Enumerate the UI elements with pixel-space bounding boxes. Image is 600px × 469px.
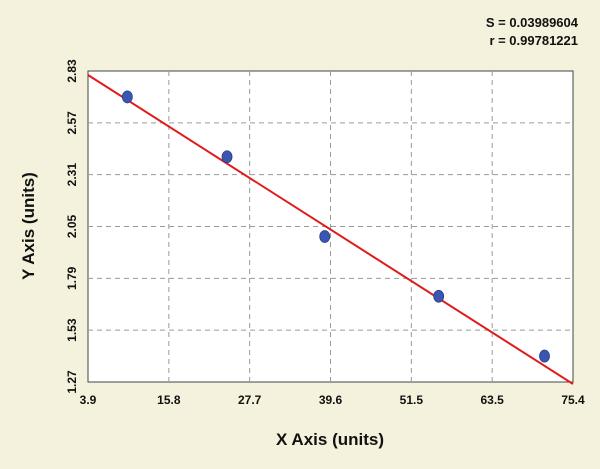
data-point (433, 289, 445, 303)
data-point (221, 150, 233, 164)
stat-s: S = 0.03989604 (486, 15, 579, 30)
y-tick-label: 2.57 (65, 111, 79, 135)
stat-r: r = 0.99781221 (489, 33, 578, 48)
x-tick-label: 27.7 (238, 393, 262, 407)
data-point (319, 230, 331, 243)
y-tick-label: 2.83 (65, 59, 79, 83)
y-tick-label: 1.53 (65, 318, 79, 342)
y-axis-ticks: 1.27 1.53 1.79 2.05 2.31 2.57 2.83 (65, 59, 79, 394)
y-tick-label: 1.79 (65, 266, 79, 290)
y-tick-label: 2.05 (65, 214, 79, 238)
grid (88, 71, 573, 382)
y-axis-title: Y Axis (units) (19, 172, 38, 280)
x-tick-label: 15.8 (157, 393, 181, 407)
data-point (539, 349, 550, 363)
x-tick-label: 51.5 (400, 393, 424, 407)
x-axis-title: X Axis (units) (276, 430, 384, 449)
x-axis-ticks: 3.9 15.8 27.7 39.6 51.5 63.5 75.4 (80, 393, 585, 407)
y-tick-label: 2.31 (65, 163, 79, 187)
fit-line (87, 74, 574, 385)
x-tick-label: 3.9 (80, 393, 97, 407)
data-point (121, 90, 133, 104)
y-tick-label: 1.27 (65, 370, 79, 394)
x-tick-label: 75.4 (561, 393, 585, 407)
data-points (121, 90, 550, 363)
x-tick-label: 63.5 (480, 393, 504, 407)
x-tick-label: 39.6 (319, 393, 343, 407)
